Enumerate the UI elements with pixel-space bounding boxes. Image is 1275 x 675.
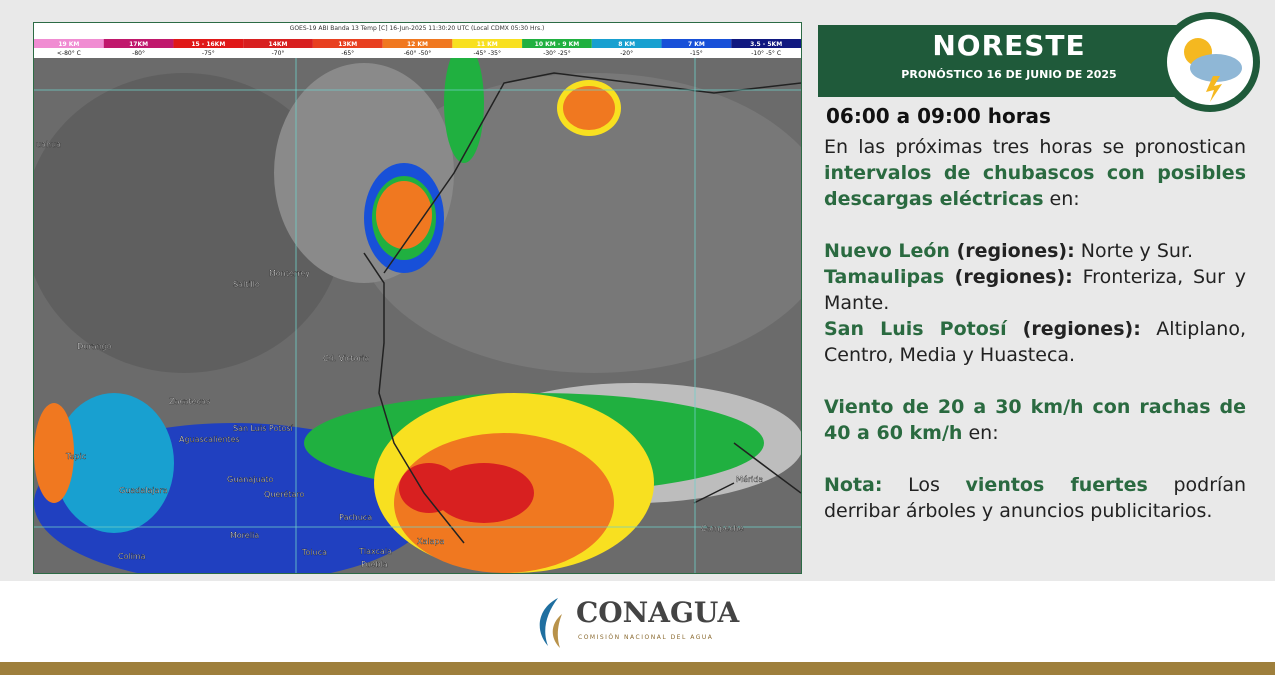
legend-height: 11 KM [477, 41, 498, 48]
city-label: Guadalajara [119, 486, 168, 495]
city-label: Colima [118, 552, 146, 561]
forecast-text: En las próximas tres horas se pronostica… [824, 134, 1246, 524]
city-label: Saltillo [233, 280, 260, 289]
legend-height: 7 KM [688, 41, 705, 48]
paragraph: Tamaulipas (regiones): Fronteriza, Sur y… [824, 264, 1246, 316]
satellite-map: GOES-19 ABI Banda 13 Temp [C] 16-Jun-202… [33, 22, 802, 574]
legend-temp: -60° -50° [404, 50, 432, 57]
text-segment: vientos fuertes [965, 474, 1148, 496]
legend-temp: -80° [132, 50, 145, 57]
legend-temp: -45° -35° [473, 50, 501, 57]
legend-swatch [452, 39, 523, 48]
period: 06:00 a 09:00 horas [826, 104, 1051, 128]
city-label: Mérida [736, 474, 763, 484]
legend-swatch [34, 39, 104, 48]
city-label: Guanajuato [227, 475, 273, 484]
paragraph: San Luis Potosí (regiones): Altiplano, C… [824, 316, 1246, 368]
text-segment: podrían derribar árboles y anuncios publ… [824, 474, 1247, 522]
legend-swatch [591, 39, 662, 48]
legend-swatch [243, 39, 313, 48]
panel-header: NORESTE PRONÓSTICO 16 DE JUNIO DE 2025 [818, 25, 1200, 97]
city-label: Durango [77, 342, 112, 351]
city-label: Campeche [701, 524, 744, 533]
weather-icon [1160, 12, 1260, 112]
text-segment: Norte y Sur. [1074, 240, 1194, 262]
legend-swatch [173, 39, 244, 48]
legend-height: 13KM [338, 41, 357, 48]
city-label: Morelia [230, 531, 259, 540]
text-segment: Nuevo León [824, 240, 950, 262]
subtitle: PRONÓSTICO 16 DE JUNIO DE 2025 [901, 68, 1117, 81]
text-segment: Altiplano, Centro, Media y Huasteca. [824, 318, 1246, 366]
text-segment: en: [962, 422, 999, 444]
city-label: Puebla [361, 560, 388, 569]
city-label: Monterrey [269, 269, 310, 278]
legend-temp: -30° -25° [543, 50, 571, 57]
legend-swatch [661, 39, 732, 48]
legend-height: 12 KM [407, 41, 428, 48]
text-segment: Fronteriza, Sur y Mante. [824, 266, 1246, 314]
legend-swatch [731, 39, 801, 48]
text-segment: (regiones): [949, 240, 1075, 262]
map-header: GOES-19 ABI Banda 13 Temp [C] 16-Jun-202… [290, 25, 545, 32]
city-label: Querétaro [264, 489, 304, 499]
legend-temp: -65° [341, 50, 354, 57]
paragraph: En las próximas tres horas se pronostica… [824, 134, 1246, 212]
legend-temp: -70° [272, 50, 285, 57]
footer [0, 581, 1275, 662]
legend-height: 10 KM - 9 KM [535, 41, 580, 48]
city-label: Tlaxcala [358, 547, 392, 556]
legend-height: 19 KM [58, 41, 79, 48]
legend-height: 14KM [269, 41, 288, 48]
legend-swatch [103, 39, 174, 48]
legend-temp: -75° [202, 50, 215, 57]
legend-swatch [382, 39, 453, 48]
logo: CONAGUA COMISIÓN NACIONAL DEL AGUA [528, 594, 739, 654]
text-segment: Tamaulipas [824, 266, 945, 288]
text-segment: En las próximas tres horas se pronostica… [824, 136, 1246, 158]
legend-height: 3.5 - 5KM [750, 41, 782, 48]
paragraph: Viento de 20 a 30 km/h con rachas de 40 … [824, 394, 1246, 446]
legend-height: 15 - 16KM [191, 41, 225, 48]
city-label: Tepic [65, 452, 86, 461]
paragraph: Nota: Los vientos fuertes podrían derrib… [824, 472, 1246, 524]
title: NORESTE [932, 29, 1086, 62]
city-label: Toluca [301, 548, 327, 557]
city-label: Pachuca [339, 513, 372, 522]
legend-swatch [522, 39, 592, 48]
legend-height: 17KM [129, 41, 148, 48]
city-label: Aguascalientes [179, 435, 240, 444]
text-segment: en: [1043, 188, 1080, 210]
logo-subtitle: COMISIÓN NACIONAL DEL AGUA [578, 634, 714, 641]
text-segment: Nota: [824, 474, 883, 496]
legend-swatch [312, 39, 383, 48]
text-segment: (regiones): [944, 266, 1073, 288]
text-segment: Viento de 20 a 30 km/h con rachas de 40 … [824, 396, 1246, 444]
logo-name: CONAGUA [576, 596, 740, 629]
paragraph: Nuevo León (regiones): Norte y Sur. [824, 238, 1246, 264]
text-segment: (regiones): [1006, 318, 1141, 340]
footer-bar [0, 662, 1275, 675]
legend-height: 8 KM [618, 41, 635, 48]
legend-temp: <-80° C [57, 50, 81, 57]
city-label: Xalapa [417, 537, 445, 546]
city-label: Zacatecas [169, 397, 210, 406]
legend-temp: -10° -5° C [751, 50, 781, 57]
text-segment: Los [882, 474, 966, 496]
legend-temp: -15° [690, 50, 703, 57]
city-label: San Luis Potosí [233, 424, 294, 433]
city-label: uahua [36, 140, 61, 149]
city-label: Cd. Victoria [323, 354, 369, 363]
legend-temp: -20° [620, 50, 633, 57]
logo-mark [539, 598, 562, 648]
text-segment: intervalos de chubascos con posibles des… [824, 162, 1246, 210]
text-segment: San Luis Potosí [824, 318, 1007, 340]
